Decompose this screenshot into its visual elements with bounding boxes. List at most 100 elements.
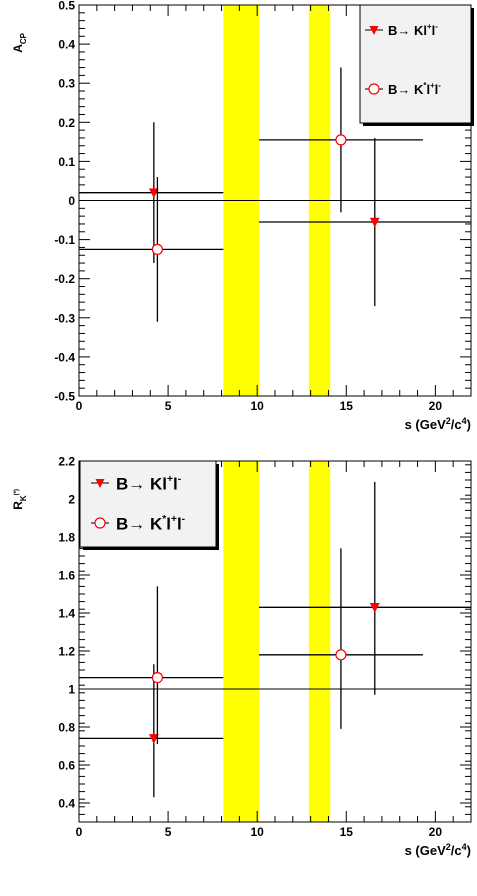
y-tick-label: -0.3: [54, 311, 75, 325]
legend-label: B→ K*l+l-: [116, 514, 185, 534]
y-axis-label-sub: K: [19, 495, 28, 501]
legend-label-sup: -: [438, 81, 441, 90]
y-tick-label: 1: [68, 683, 75, 697]
legend-label-main: B→ Kl: [116, 474, 167, 493]
data-point-kstarll-2: [258, 67, 423, 213]
y-tick-label: 0.4: [58, 797, 75, 811]
legend-label: B→ K*l+l-: [388, 81, 441, 97]
legend-entry-kstarll: B→ K*l+l-: [91, 514, 185, 534]
y-axis-label-main: R: [11, 501, 25, 510]
circle-marker: [151, 671, 163, 684]
y-axis-label-main: A: [11, 44, 25, 53]
x-axis-label-sup: 2: [446, 416, 451, 426]
y-tick-label: 0.3: [58, 77, 75, 91]
x-tick-label: 5: [165, 825, 172, 839]
y-tick-label: 2: [68, 493, 75, 507]
y-tick-label: 0.6: [58, 759, 75, 773]
y-tick-label: 0.8: [58, 721, 75, 735]
data-point-kstarll-2: [258, 548, 423, 729]
x-axis-label-main: s (GeV: [405, 843, 447, 858]
legend-label-main: B→ K: [388, 82, 424, 97]
x-tick-label: 20: [429, 399, 443, 413]
y-tick-label: 0: [68, 194, 75, 208]
triangle-marker: [148, 734, 159, 744]
y-tick-label: 1.8: [58, 531, 75, 545]
legend-circle-marker: [94, 517, 106, 529]
y-tick-label: 1.6: [58, 569, 75, 583]
legend: B→ Kl+l-B→ K*l+l-: [359, 4, 474, 126]
x-axis-label-sup: 2: [446, 842, 451, 852]
legend-label-tail: l: [435, 82, 439, 97]
data-point-kll-2: [258, 481, 471, 695]
chart-panel-1: 0 5 10 15 20-0.5-0.4-0.3-0.2-0.100.10.20.30.…: [11, 0, 474, 432]
legend-label-tail: l: [177, 514, 182, 533]
y-tick-label: 0.4: [58, 38, 75, 52]
legend-label-sup: +: [167, 474, 173, 485]
x-tick-label: 5: [165, 399, 172, 413]
legend-label-main: B→ Kl: [388, 23, 427, 38]
y-axis-label: RK(*): [11, 489, 28, 510]
legend-label-sup: -: [182, 514, 185, 525]
x-axis-label: s (GeV2/c4): [405, 416, 471, 432]
legend-label: B→ Kl+l-: [116, 474, 181, 494]
triangle-marker: [369, 217, 380, 228]
legend-box: [79, 460, 217, 548]
y-tick-label: 0.2: [58, 116, 75, 130]
circle-marker: [151, 243, 163, 255]
y-tick-label: 1.4: [58, 607, 75, 621]
legend-label-sup: *: [423, 81, 427, 90]
y-axis-label-group: RK(*): [11, 489, 28, 510]
legend-circle-marker: [368, 83, 380, 95]
y-tick-label: 1.2: [58, 645, 75, 659]
legend-label-main: B→ K: [116, 514, 163, 533]
x-axis-label: s (GeV2/c4): [405, 842, 471, 858]
chart-panel-2: 0 5 10 15 20 0.4 0.6 0.8 1 1.2 1.4 1.6 1.8 2 2.2 s (GeV…: [11, 455, 472, 858]
legend-entry-kstarll: B→ K*l+l-: [365, 81, 441, 97]
legend-label-sup: -: [435, 22, 438, 31]
veto-band-1: [223, 461, 259, 822]
legend-label-tail: l: [426, 82, 430, 97]
legend-label-sup: *: [162, 514, 166, 525]
legend-label-sup: -: [178, 474, 181, 485]
x-tick-label: 0: [76, 399, 83, 413]
x-tick-label: 15: [340, 825, 354, 839]
data-point-kll-1: [79, 122, 224, 264]
x-axis-label-end: ): [467, 843, 471, 858]
x-axis-label-main: s (GeV: [405, 417, 447, 432]
legend-triangle-marker: [369, 26, 379, 35]
x-axis-label-mid: /c: [451, 417, 462, 432]
y-tick-label: -0.4: [54, 350, 75, 364]
legend-label-sup: +: [427, 22, 432, 31]
data-point-kstarll-1: [79, 177, 224, 322]
circle-marker: [335, 134, 347, 146]
y-axis-label-group: ACP: [11, 32, 28, 52]
y-tick-label: -0.2: [54, 272, 75, 286]
y-tick-label: 0.5: [58, 0, 75, 13]
triangle-marker: [148, 188, 159, 199]
y-axis-label-sub: CP: [19, 32, 28, 44]
x-axis-label-sup: 4: [462, 416, 467, 426]
legend: B→ Kl+l-B→ K*l+l-: [79, 460, 219, 550]
x-axis-label-mid: /c: [451, 843, 462, 858]
x-axis-label-end: ): [467, 417, 471, 432]
legend-entry-kll: B→ Kl+l-: [91, 474, 181, 494]
legend-label: B→ Kl+l-: [388, 22, 438, 38]
x-axis-label-sup: 4: [462, 842, 467, 852]
legend-label-tail: l: [432, 23, 436, 38]
data-point-kll-2: [258, 137, 471, 307]
y-tick-label: 2.2: [58, 455, 75, 469]
legend-label-tail: l: [173, 474, 178, 493]
veto-band-2: [308, 461, 331, 822]
y-axis-label-subsup: (*): [14, 489, 20, 495]
legend-label-sup: +: [430, 81, 435, 90]
triangle-marker: [369, 603, 380, 613]
y-tick-label: 0.1: [58, 155, 75, 169]
legend-label-sup: +: [171, 514, 177, 525]
x-tick-label: 10: [251, 825, 265, 839]
data-point-kll-1: [79, 664, 224, 798]
legend-entry-kll: B→ Kl+l-: [365, 22, 438, 38]
x-tick-label: 15: [340, 399, 354, 413]
y-tick-label: -0.5: [54, 390, 75, 404]
x-tick-label: 10: [251, 399, 265, 413]
